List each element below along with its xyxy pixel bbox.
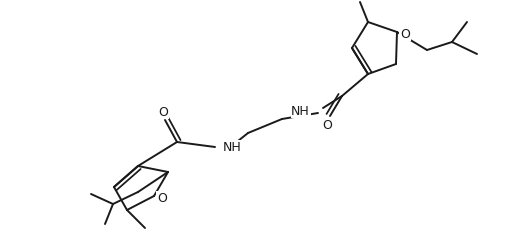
Text: O: O <box>400 27 410 41</box>
Text: O: O <box>157 191 167 204</box>
Text: NH: NH <box>223 140 242 153</box>
Text: O: O <box>158 106 168 119</box>
Text: O: O <box>322 119 332 131</box>
Text: NH: NH <box>291 105 310 118</box>
